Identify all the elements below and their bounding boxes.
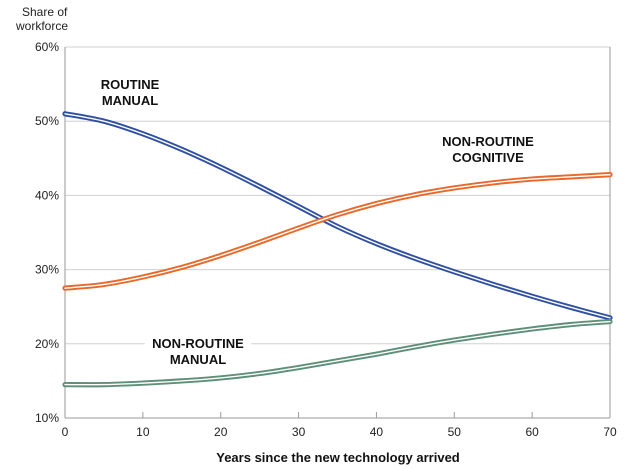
series-label-line-non-routine-manual-2: MANUAL — [170, 352, 226, 367]
series-non-routine-cognitive — [62, 172, 613, 291]
series-label-line-non-routine-manual-1: NON-ROUTINE — [152, 336, 244, 351]
x-axis-tick-labels: 0 10 20 30 40 50 60 70 — [62, 425, 617, 439]
y-tick-label-50: 50% — [35, 114, 59, 128]
x-tick-label-60: 60 — [525, 425, 539, 439]
series-line-core-non-routine-manual — [64, 320, 611, 386]
y-tick-label-40: 40% — [35, 188, 59, 202]
series-label-bg-non-routine-manual — [144, 334, 252, 372]
y-axis-tick-labels: 10% 20% 30% 40% 50% 60% — [35, 40, 59, 425]
series-label-line-non-routine-cognitive-2: COGNITIVE — [452, 150, 524, 165]
x-tick-label-30: 30 — [292, 425, 306, 439]
series-line-non-routine-cognitive — [62, 172, 613, 291]
y-tick-label-10: 10% — [35, 411, 59, 425]
y-tick-label-30: 30% — [35, 263, 59, 277]
series-line-core-routine-manual — [64, 113, 611, 319]
series-routine-manual — [62, 111, 613, 321]
x-tick-label-50: 50 — [448, 425, 462, 439]
x-tick-label-70: 70 — [603, 425, 617, 439]
series-label-line-non-routine-cognitive-1: NON-ROUTINE — [442, 134, 534, 149]
series-label-line-routine-manual-2: MANUAL — [102, 93, 158, 108]
y-tick-label-60: 60% — [35, 40, 59, 54]
series-line-core-non-routine-cognitive — [64, 173, 611, 289]
y-tick-label-20: 20% — [35, 337, 59, 351]
x-tick-label-10: 10 — [136, 425, 150, 439]
x-tick-label-0: 0 — [62, 425, 69, 439]
series-label-line-routine-manual-1: ROUTINE — [101, 77, 160, 92]
x-axis-title: Years since the new technology arrived — [216, 450, 460, 465]
series-labels: ROUTINEMANUALNON-ROUTINECOGNITIVENON-ROU… — [101, 77, 534, 372]
x-tick-label-40: 40 — [370, 425, 384, 439]
x-tick-label-20: 20 — [214, 425, 228, 439]
y-axis-title-line-2: workforce — [15, 19, 68, 33]
series-lines — [62, 111, 613, 388]
y-axis-title-line-1: Share of — [22, 5, 68, 19]
series-non-routine-manual — [62, 318, 613, 388]
